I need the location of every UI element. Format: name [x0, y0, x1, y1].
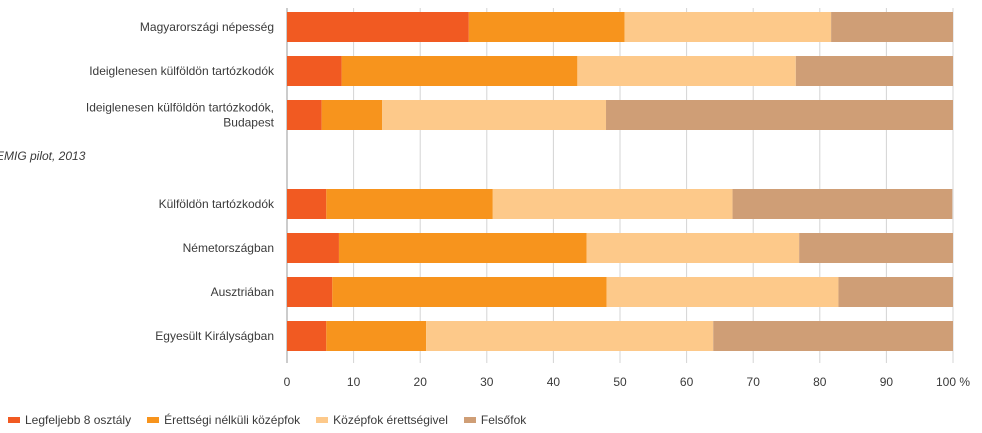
bar-segment	[732, 189, 953, 219]
bar-segment	[287, 100, 322, 130]
bar-segment	[838, 277, 953, 307]
bar-segment	[713, 321, 953, 351]
bar-segment	[332, 277, 607, 307]
legend-item: Érettségi nélküli középfok	[147, 413, 300, 427]
legend: Legfeljebb 8 osztály Érettségi nélküli kö…	[8, 413, 526, 427]
x-tick-label: 70	[747, 375, 761, 389]
x-tick-label: 0	[284, 375, 291, 389]
category-labels: Magyarországi népesség Ideiglenesen külfö…	[86, 20, 275, 343]
bar-segment	[606, 100, 953, 130]
bar-segment	[321, 100, 383, 130]
x-tick-label: 40	[547, 375, 561, 389]
bar-segment	[326, 321, 427, 351]
legend-swatch	[316, 417, 329, 423]
bar-segment	[831, 12, 953, 42]
bar-segment	[287, 12, 469, 42]
bar-segment	[468, 12, 625, 42]
legend-label: Érettségi nélküli középfok	[164, 413, 301, 427]
chart-note: EMIG pilot, 2013	[0, 149, 86, 163]
bar-segment	[287, 233, 339, 263]
stacked-bar-chart: Magyarországi népesség Ideiglenesen külfö…	[0, 8, 971, 389]
x-tick-label: 10	[347, 375, 361, 389]
category-label: Külföldön tartózkodók	[159, 197, 275, 211]
bar-segment	[287, 56, 342, 86]
legend-label: Felsőfok	[480, 413, 527, 427]
legend-swatch	[8, 417, 20, 423]
legend-item: Felsőfok	[463, 413, 527, 427]
bar-segment	[799, 233, 953, 263]
x-tick-label: 60	[680, 375, 694, 389]
bar-segment	[326, 189, 493, 219]
bar-segment	[577, 56, 796, 86]
category-label: Magyarországi népesség	[140, 20, 274, 34]
bar-segment	[606, 277, 839, 307]
category-label: Budapest	[223, 116, 274, 130]
bar-segment	[492, 189, 733, 219]
x-tick-label: 50	[613, 375, 627, 389]
bar-segment	[586, 233, 800, 263]
bar-segment	[338, 233, 587, 263]
x-tick-label: 100 %	[936, 375, 970, 389]
bar-segment	[382, 100, 607, 130]
category-label: Németországban	[183, 241, 274, 255]
x-axis-ticks: 0 10 20 30 40 50 60 70 80 90 100 %	[284, 375, 971, 389]
bar-segment	[795, 56, 953, 86]
bar-segment	[426, 321, 714, 351]
bar-segment	[287, 277, 333, 307]
legend-swatch	[463, 417, 476, 423]
legend-label: Legfeljebb 8 osztály	[25, 413, 132, 427]
legend-item: Legfeljebb 8 osztály	[8, 413, 131, 427]
bar-segment	[287, 321, 327, 351]
bar-segment	[287, 189, 327, 219]
x-tick-label: 30	[480, 375, 494, 389]
x-tick-label: 20	[414, 375, 428, 389]
bar-segment	[341, 56, 578, 86]
x-tick-label: 80	[813, 375, 827, 389]
category-label: Ideiglenesen külföldön tartózkodók,	[86, 101, 274, 115]
bars	[287, 12, 953, 351]
legend-swatch	[147, 417, 160, 423]
x-tick-label: 90	[880, 375, 894, 389]
category-label: Ausztriában	[211, 285, 274, 299]
legend-label: Középfok érettségivel	[333, 413, 448, 427]
category-label: Ideiglenesen külföldön tartózkodók	[89, 64, 275, 78]
category-label: Egyesült Királyságban	[155, 329, 274, 343]
bar-segment	[624, 12, 832, 42]
legend-item: Középfok érettségivel	[316, 413, 448, 427]
